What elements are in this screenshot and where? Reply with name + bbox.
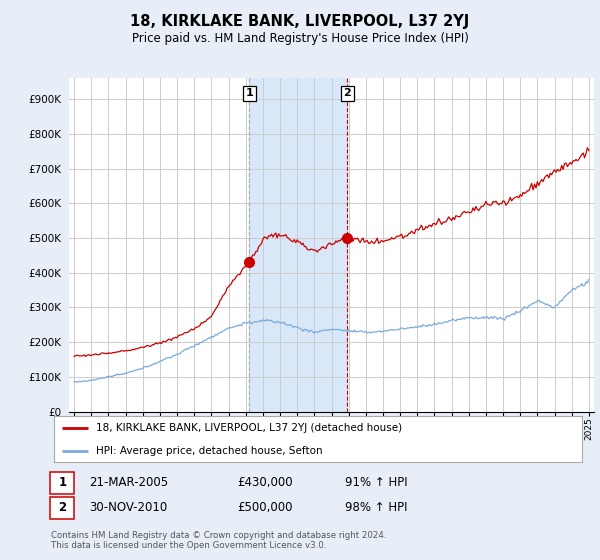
Text: 21-MAR-2005: 21-MAR-2005	[89, 476, 168, 489]
Text: 1: 1	[245, 88, 253, 99]
Text: Price paid vs. HM Land Registry's House Price Index (HPI): Price paid vs. HM Land Registry's House …	[131, 32, 469, 45]
Text: 98% ↑ HPI: 98% ↑ HPI	[345, 501, 407, 515]
Bar	[250, 78, 347, 412]
Text: Contains HM Land Registry data © Crown copyright and database right 2024.
This d: Contains HM Land Registry data © Crown c…	[51, 531, 386, 550]
Text: £500,000: £500,000	[237, 501, 293, 515]
Text: 2: 2	[58, 501, 67, 515]
Text: 30-NOV-2010: 30-NOV-2010	[89, 501, 167, 515]
Text: 18, KIRKLAKE BANK, LIVERPOOL, L37 2YJ (detached house): 18, KIRKLAKE BANK, LIVERPOOL, L37 2YJ (d…	[96, 423, 403, 433]
Text: 18, KIRKLAKE BANK, LIVERPOOL, L37 2YJ: 18, KIRKLAKE BANK, LIVERPOOL, L37 2YJ	[130, 14, 470, 29]
Text: 91% ↑ HPI: 91% ↑ HPI	[345, 476, 407, 489]
Text: HPI: Average price, detached house, Sefton: HPI: Average price, detached house, Seft…	[96, 446, 323, 455]
Text: 1: 1	[58, 476, 67, 489]
Text: 2: 2	[343, 88, 351, 99]
Text: £430,000: £430,000	[237, 476, 293, 489]
